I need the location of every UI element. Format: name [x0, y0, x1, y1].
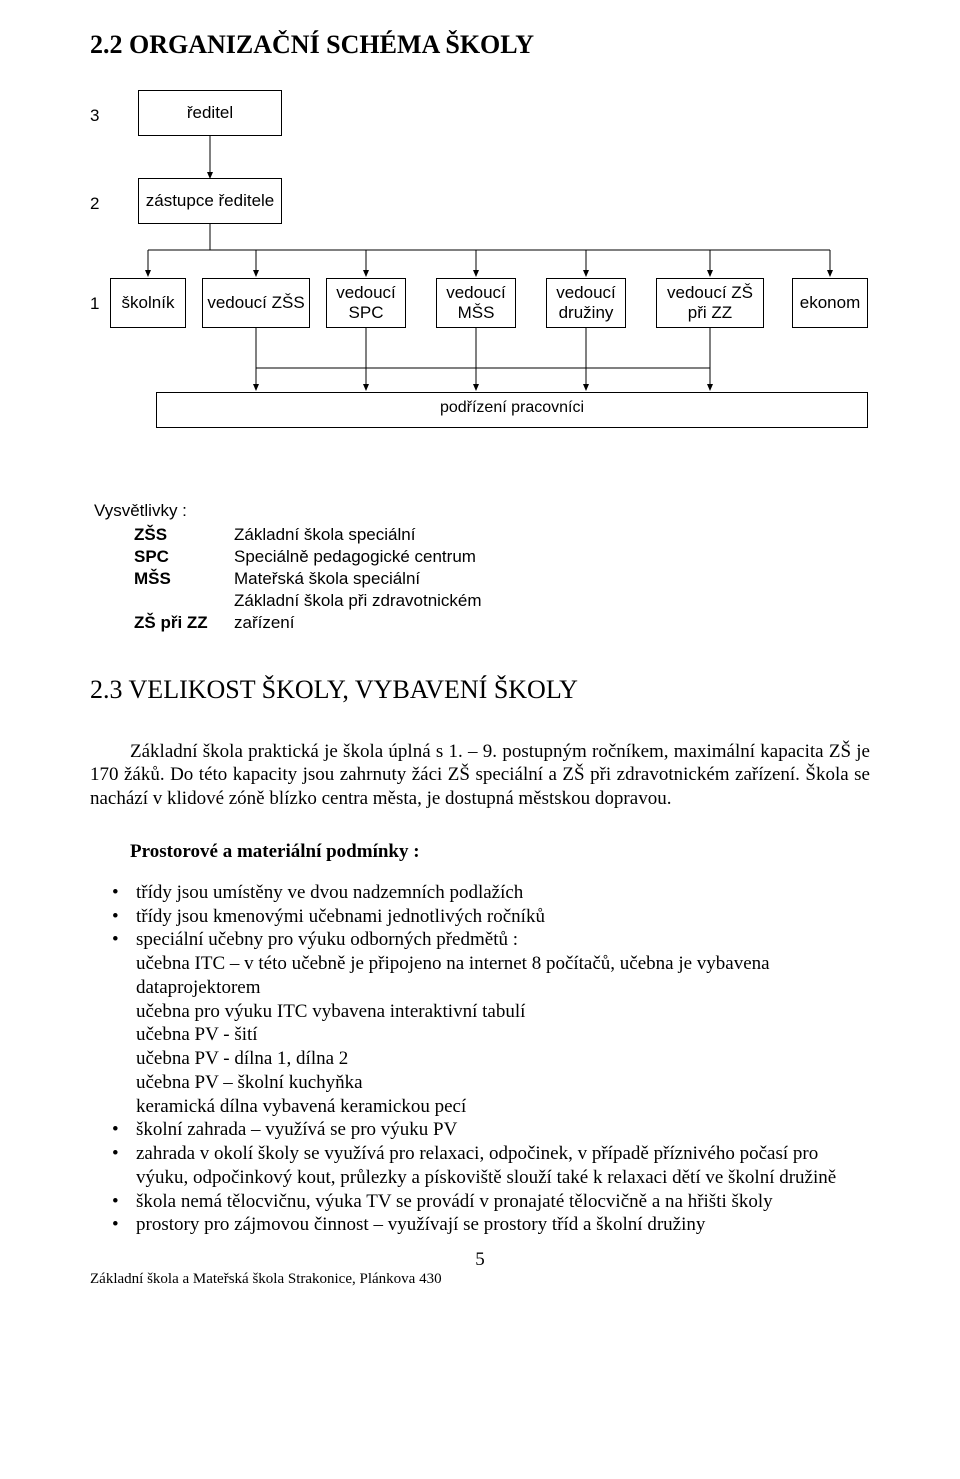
- list-item: prostory pro zájmovou činnost – využívaj…: [112, 1213, 870, 1237]
- section-heading: 2.2 ORGANIZAČNÍ SCHÉMA ŠKOLY: [90, 30, 870, 60]
- list-line: učebna PV - šití: [136, 1023, 870, 1047]
- box-reditel: ředitel: [138, 90, 282, 136]
- list-item: speciální učebny pro výuku odborných pře…: [112, 928, 870, 1118]
- list-item: třídy jsou umístěny ve dvou nadzemních p…: [112, 881, 870, 905]
- legend-row: ZŠS Základní škola speciální: [94, 524, 870, 546]
- org-chart: 3 2 1 ředitel zástupce ředitele školník …: [90, 90, 870, 470]
- list-item: zahrada v okolí školy se využívá pro rel…: [112, 1142, 870, 1190]
- subhead-conditions: Prostorové a materiální podmínky :: [90, 841, 870, 863]
- legend-val: Speciálně pedagogické centrum: [234, 546, 870, 568]
- box-skolnik: školník: [110, 278, 186, 328]
- list-line: keramická dílna vybavená keramickou pecí: [136, 1095, 870, 1119]
- legend-key: [94, 590, 234, 612]
- list-item: školní zahrada – využívá se pro výuku PV: [112, 1118, 870, 1142]
- list-line: třídy jsou umístěny ve dvou nadzemních p…: [136, 881, 870, 905]
- list-line: učebna PV – školní kuchyňka: [136, 1071, 870, 1095]
- footer-school-name: Základní škola a Mateřská škola Strakoni…: [90, 1271, 870, 1288]
- list-line: učebna ITC – v této učebně je připojeno …: [136, 952, 870, 1000]
- list-line: speciální učebny pro výuku odborných pře…: [136, 928, 870, 952]
- list-line: třídy jsou kmenovými učebnami jednotlivý…: [136, 905, 870, 929]
- legend-val: Mateřská škola speciální: [234, 568, 870, 590]
- box-vedouci-zss: vedoucí ZŠS: [202, 278, 310, 328]
- legend-title: Vysvětlivky :: [94, 500, 870, 522]
- box-podrizeni: podřízení pracovníci: [156, 392, 868, 428]
- list-line: školní zahrada – využívá se pro výuku PV: [136, 1118, 870, 1142]
- page-number: 5: [90, 1249, 870, 1271]
- legend-key: ZŠ při ZZ: [94, 612, 234, 634]
- paragraph-intro: Základní škola praktická je škola úplná …: [90, 740, 870, 811]
- legend-key: MŠS: [94, 568, 234, 590]
- box-vedouci-mss: vedoucí MŠS: [436, 278, 516, 328]
- legend-key: ZŠS: [94, 524, 234, 546]
- box-ekonom: ekonom: [792, 278, 868, 328]
- box-vedouci-druziny: vedoucí družiny: [546, 278, 626, 328]
- list-line: učebna PV - dílna 1, dílna 2: [136, 1047, 870, 1071]
- list-line: zahrada v okolí školy se využívá pro rel…: [136, 1142, 870, 1190]
- level-1-label: 1: [90, 294, 99, 314]
- legend-val: Základní škola při zdravotnickém: [234, 590, 870, 612]
- list-line: učebna pro výuku ITC vybavena interaktiv…: [136, 1000, 870, 1024]
- legend-key: SPC: [94, 546, 234, 568]
- legend-row: MŠS Mateřská škola speciální: [94, 568, 870, 590]
- list-line: prostory pro zájmovou činnost – využívaj…: [136, 1213, 870, 1237]
- legend-row: Základní škola při zdravotnickém: [94, 590, 870, 612]
- subsection-heading: 2.3 VELIKOST ŠKOLY, VYBAVENÍ ŠKOLY: [90, 675, 870, 705]
- box-zastupce: zástupce ředitele: [138, 178, 282, 224]
- legend-row: SPC Speciálně pedagogické centrum: [94, 546, 870, 568]
- box-vedouci-zs-zz: vedoucí ZŠ při ZZ: [656, 278, 764, 328]
- list-line: škola nemá tělocvičnu, výuka TV se prová…: [136, 1190, 870, 1214]
- list-item: třídy jsou kmenovými učebnami jednotlivý…: [112, 905, 870, 929]
- legend-block: Vysvětlivky : ZŠS Základní škola speciál…: [94, 500, 870, 635]
- level-2-label: 2: [90, 194, 99, 214]
- legend-val: zařízení: [234, 612, 870, 634]
- legend-val: Základní škola speciální: [234, 524, 870, 546]
- bullet-list: třídy jsou umístěny ve dvou nadzemních p…: [90, 881, 870, 1237]
- list-item: škola nemá tělocvičnu, výuka TV se prová…: [112, 1190, 870, 1214]
- box-vedouci-spc: vedoucí SPC: [326, 278, 406, 328]
- legend-row: ZŠ při ZZ zařízení: [94, 612, 870, 634]
- level-3-label: 3: [90, 106, 99, 126]
